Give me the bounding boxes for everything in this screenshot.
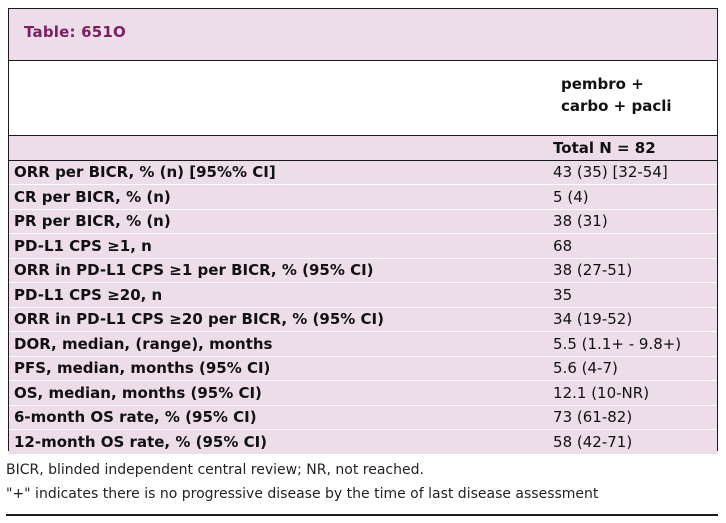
row-value: 68 xyxy=(553,236,573,255)
row-value: 12.1 (10-NR) xyxy=(553,383,650,402)
row-value: 35 xyxy=(553,285,573,304)
total-row-value: Total N = 82 xyxy=(553,138,656,157)
row-label: PD-L1 CPS ≥20, n xyxy=(14,285,163,304)
total-row: Total N = 82 xyxy=(9,136,717,161)
row-label: ORR in PD-L1 CPS ≥20 per BICR, % (95% CI… xyxy=(14,310,384,329)
row-label: 12-month OS rate, % (95% CI) xyxy=(14,432,268,451)
table-row: ORR in PD-L1 CPS ≥1 per BICR, % (95% CI)… xyxy=(9,258,717,283)
table-row: PFS, median, months (95% CI) 5.6 (4-7) xyxy=(9,356,717,381)
table-row: 6-month OS rate, % (95% CI) 73 (61-82) xyxy=(9,405,717,430)
row-value: 43 (35) [32-54] xyxy=(553,163,668,182)
row-value: 5.6 (4-7) xyxy=(553,359,618,378)
table-row: PR per BICR, % (n) 38 (31) xyxy=(9,209,717,234)
row-label: PFS, median, months (95% CI) xyxy=(14,359,271,378)
table-body: Total N = 82 ORR per BICR, % (n) [95%% C… xyxy=(9,136,717,455)
results-table: Table: 651O pembro + carbo + pacli Total… xyxy=(8,8,718,455)
row-label: ORR in PD-L1 CPS ≥1 per BICR, % (95% CI) xyxy=(14,261,374,280)
table-row: ORR per BICR, % (n) [95%% CI] 43 (35) [3… xyxy=(9,160,717,185)
row-value: 5.5 (1.1+ - 9.8+) xyxy=(553,334,682,353)
footnotes: BICR, blinded independent central review… xyxy=(6,458,598,506)
bottom-divider xyxy=(6,514,718,516)
table-row: OS, median, months (95% CI) 12.1 (10-NR) xyxy=(9,381,717,406)
row-label: DOR, median, (range), months xyxy=(14,334,273,353)
table-title-bar: Table: 651O xyxy=(9,9,717,61)
row-label: CR per BICR, % (n) xyxy=(14,187,171,206)
row-label: PD-L1 CPS ≥1, n xyxy=(14,236,152,255)
row-label: PR per BICR, % (n) xyxy=(14,212,171,231)
table-row: PD-L1 CPS ≥1, n 68 xyxy=(9,234,717,259)
row-value: 34 (19-52) xyxy=(553,310,633,329)
row-label: OS, median, months (95% CI) xyxy=(14,383,262,402)
row-value: 38 (31) xyxy=(553,212,608,231)
row-value: 73 (61-82) xyxy=(553,408,633,427)
row-value: 38 (27-51) xyxy=(553,261,633,280)
row-label: ORR per BICR, % (n) [95%% CI] xyxy=(14,163,276,182)
table-row: DOR, median, (range), months 5.5 (1.1+ -… xyxy=(9,332,717,357)
table-title: Table: 651O xyxy=(24,23,126,41)
row-label: 6-month OS rate, % (95% CI) xyxy=(14,408,257,427)
row-value: 5 (4) xyxy=(553,187,589,206)
footnote-abbreviations: BICR, blinded independent central review… xyxy=(6,462,424,478)
table-row: PD-L1 CPS ≥20, n 35 xyxy=(9,283,717,308)
table-row: CR per BICR, % (n) 5 (4) xyxy=(9,185,717,210)
table-row: ORR in PD-L1 CPS ≥20 per BICR, % (95% CI… xyxy=(9,307,717,332)
footnote-plus-sign: "+" indicates there is no progressive di… xyxy=(6,486,599,502)
row-value: 58 (42-71) xyxy=(553,432,633,451)
column-header-treatment: pembro + carbo + pacli xyxy=(561,75,672,115)
column-header-row: pembro + carbo + pacli xyxy=(9,61,717,136)
table-row: 12-month OS rate, % (95% CI) 58 (42-71) xyxy=(9,430,717,455)
